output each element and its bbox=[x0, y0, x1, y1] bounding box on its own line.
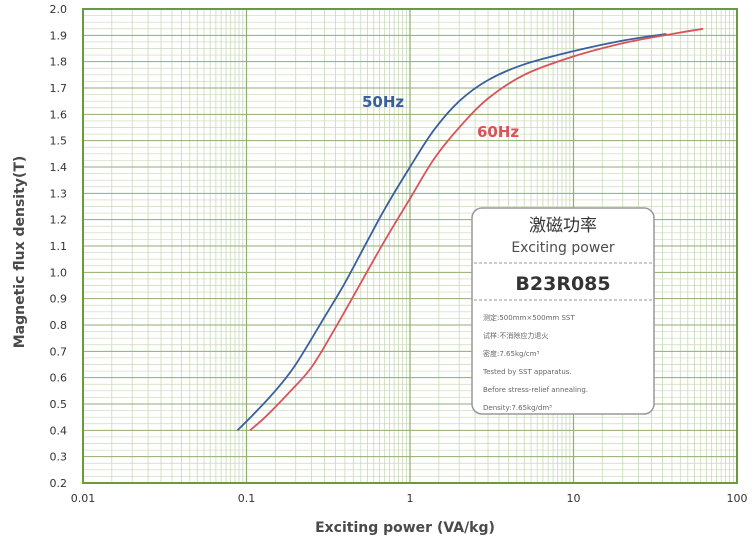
x-tick-label: 0.1 bbox=[238, 492, 256, 505]
y-tick-label: 0.3 bbox=[50, 451, 68, 464]
annotation-title-cn: 激磁功率 bbox=[529, 216, 597, 236]
series-line-50hz bbox=[236, 33, 667, 431]
y-tick-label: 1.7 bbox=[50, 82, 68, 95]
series-layer bbox=[236, 27, 704, 431]
y-tick-label: 2.0 bbox=[50, 3, 68, 16]
series-label-60hz: 60Hz bbox=[477, 123, 519, 141]
y-tick-label: 1.8 bbox=[50, 56, 68, 69]
y-tick-label: 1.4 bbox=[50, 161, 68, 174]
series-line-60hz bbox=[249, 27, 704, 431]
y-tick-label: 1.6 bbox=[50, 108, 68, 121]
y-tick-label: 1.1 bbox=[50, 240, 68, 253]
y-tick-label: 0.8 bbox=[50, 319, 68, 332]
x-tick-label: 0.01 bbox=[71, 492, 96, 505]
x-tick-label: 100 bbox=[727, 492, 748, 505]
y-tick-labels: 0.2 0.3 0.4 0.5 0.6 0.7 0.8 0.9 1.0 1.1 1.2 1.3 1.4 1… bbox=[50, 3, 68, 490]
annotation-box-frame bbox=[471, 207, 655, 415]
y-tick-label: 1.0 bbox=[50, 266, 68, 279]
y-tick-label: 0.5 bbox=[50, 398, 68, 411]
annotation-note: 密度:7.65kg/cm³ bbox=[483, 349, 539, 358]
y-tick-label: 1.3 bbox=[50, 187, 68, 200]
series-label-50hz: 50Hz bbox=[362, 93, 404, 111]
annotation-code: B23R085 bbox=[515, 273, 610, 295]
x-axis-label: Exciting power (VA/kg) bbox=[315, 520, 495, 536]
annotation-note: 试样:不消除应力退火 bbox=[483, 331, 548, 340]
y-axis-label: Magnetic flux density(T) bbox=[12, 156, 28, 349]
annotation-note: Tested by SST apparatus. bbox=[482, 368, 572, 376]
annotation-note: 测定:500mm×500mm SST bbox=[483, 313, 575, 322]
y-tick-label: 1.5 bbox=[50, 135, 68, 148]
y-tick-label: 0.2 bbox=[50, 477, 68, 490]
y-tick-label: 0.7 bbox=[50, 345, 68, 358]
y-tick-label: 0.6 bbox=[50, 372, 68, 385]
annotation-note: Density:7.65kg/dm³ bbox=[483, 404, 552, 412]
y-tick-label: 1.9 bbox=[50, 29, 68, 42]
y-tick-label: 0.9 bbox=[50, 293, 68, 306]
annotation-title-en: Exciting power bbox=[511, 240, 615, 256]
annotation-box: 激磁功率 Exciting power B23R085 测定:500mm×500… bbox=[471, 207, 655, 415]
x-tick-labels: 0.01 0.1 1 10 100 bbox=[71, 492, 748, 505]
plot-frame bbox=[82, 8, 738, 484]
x-tick-label: 10 bbox=[567, 492, 581, 505]
y-tick-label: 0.4 bbox=[50, 424, 68, 437]
annotation-note: Before stress-relief annealing. bbox=[483, 386, 588, 394]
y-tick-label: 1.2 bbox=[50, 214, 68, 227]
x-tick-label: 1 bbox=[407, 492, 414, 505]
